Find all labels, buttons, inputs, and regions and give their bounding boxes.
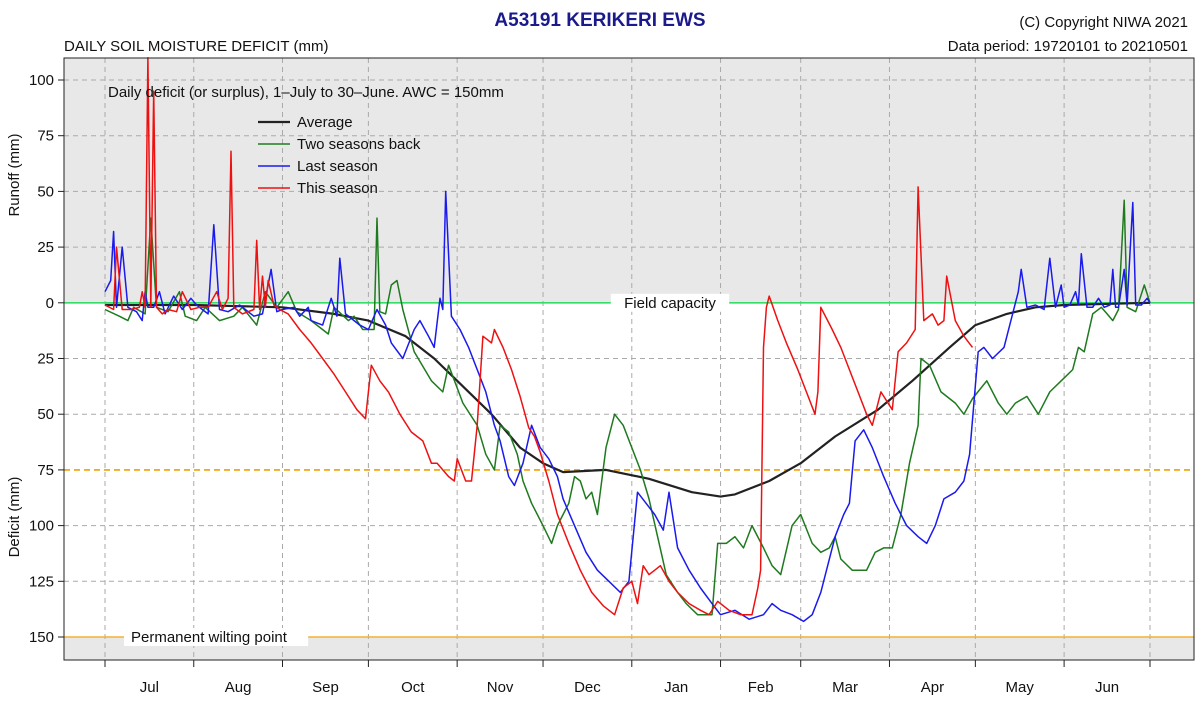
field-capacity-label-bg [610,293,730,312]
axes: 100 75 50 25 0 25 50 75 100 125 150 Jul Aug Sep Oct Nov… [29,57,1195,696]
legend-label: Two seasons back [297,136,421,153]
reference-lines: Field capacity Permanent wilting point [64,293,1194,646]
data-period-text: Data period: 19720101 to 20210501 [948,38,1188,55]
month-label: May [1006,679,1035,696]
below-wilting-zone [64,637,1194,660]
series-last-season [104,190,1151,623]
month-label: Aug [225,679,252,696]
plot-background [64,58,1194,660]
month-label: Nov [487,679,514,696]
chart-left-title: DAILY SOIL MOISTURE DEFICIT (mm) [64,38,328,55]
y-tick-label: 125 [29,573,54,590]
legend-label: Average [297,114,353,131]
y-tick-label: 100 [29,72,54,89]
runoff-zone [64,58,1194,303]
month-label: Dec [574,679,601,696]
month-label: Feb [748,679,774,696]
legend-label: Last season [297,158,378,175]
legend-label: This season [297,180,378,197]
ylabel-runoff: Runoff (mm) [6,133,23,216]
month-label: Oct [401,679,425,696]
y-tick-label: 25 [37,351,54,368]
ylabel-deficit: Deficit (mm) [6,477,23,558]
legend: Average Two seasons back Last season This s… [258,114,421,197]
wilting-label-bg [124,628,309,646]
series-lines [104,56,1151,623]
wilting-point-label: Permanent wilting point [131,629,288,646]
y-tick-label: 50 [37,406,54,423]
grid-lines [64,58,1194,660]
month-label: Jan [664,679,688,696]
month-label: Apr [921,679,944,696]
copyright-text: (C) Copyright NIWA 2021 [1019,14,1188,31]
y-tick-label: 75 [37,462,54,479]
chart-title: A53191 KERIKERI EWS [494,10,705,31]
field-capacity-label: Field capacity [624,295,716,312]
y-tick-label: 25 [37,239,54,256]
series-this-season [104,56,974,616]
month-label: Jul [140,679,159,696]
month-label: Mar [832,679,858,696]
y-tick-label: 150 [29,629,54,646]
chart-subtitle: Daily deficit (or surplus), 1–July to 30… [108,84,504,101]
y-tick-label: 50 [37,183,54,200]
y-tick-label: 0 [46,295,54,312]
y-tick-label: 100 [29,518,54,535]
y-tick-label: 75 [37,128,54,145]
month-label: Jun [1095,679,1119,696]
month-label: Sep [312,679,339,696]
